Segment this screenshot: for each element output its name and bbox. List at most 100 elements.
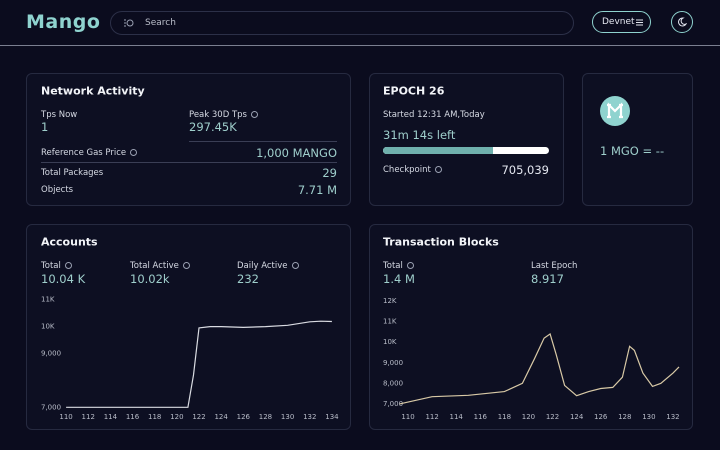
card-title: Transaction Blocks <box>383 235 499 249</box>
card-title: EPOCH 26 <box>383 84 445 98</box>
transactions-chart: 7,000 8,000 9,000 10K 11K 12K 110 112 114 116 118 1… <box>383 297 680 421</box>
info-icon[interactable] <box>434 166 442 173</box>
x-tick-label: 134 <box>325 413 339 421</box>
stat-label: Total Active <box>130 261 190 271</box>
stat-label: Total <box>383 261 414 271</box>
stat-label: Checkpoint <box>383 165 442 175</box>
progress-fill <box>383 147 493 154</box>
x-tick-label: 126 <box>237 413 251 421</box>
x-tick-label: 118 <box>148 413 161 421</box>
token-logo <box>600 96 630 126</box>
stat-label: Reference Gas Price <box>41 148 138 158</box>
y-tick-label: 10K <box>41 323 55 331</box>
accounts-card <box>26 224 351 430</box>
divider <box>41 162 337 163</box>
token-price: 1 MGO = -- <box>600 144 665 158</box>
stat-value: 7.71 M <box>297 183 337 197</box>
stat-label: Total <box>41 261 72 271</box>
epoch-start: Started 12:31 AM,Today <box>383 110 485 120</box>
y-tick-label: 9,000 <box>41 350 61 358</box>
x-tick-label: 126 <box>594 413 608 421</box>
stat-value: 705,039 <box>501 163 549 177</box>
theme-toggle[interactable] <box>671 11 693 33</box>
info-icon[interactable] <box>182 262 190 269</box>
info-icon[interactable] <box>130 149 138 156</box>
x-tick-label: 132 <box>303 413 316 421</box>
label-text: Daily Active <box>237 261 288 271</box>
epoch-time-left: 31m 14s left <box>383 128 456 142</box>
stat-label: Total Packages <box>41 168 104 178</box>
label-text: Reference Gas Price <box>41 148 127 158</box>
card-title: Network Activity <box>41 84 145 98</box>
menu-icon <box>636 19 643 26</box>
divider <box>189 141 337 142</box>
search-icon <box>124 19 134 27</box>
network-activity-card <box>26 73 351 206</box>
accounts-chart: 7,000 9,000 10K 11K 110 112 114 116 118 120 122 124… <box>41 296 339 421</box>
y-tick-label: 8,000 <box>383 379 403 387</box>
x-tick-label: 128 <box>618 413 631 421</box>
y-tick-label: 10K <box>383 338 397 346</box>
label-text: Total <box>383 261 403 271</box>
info-icon[interactable] <box>291 262 299 269</box>
label-text: Checkpoint <box>383 165 431 175</box>
y-tick-label: 7,000 <box>383 400 403 408</box>
x-tick-label: 118 <box>498 413 511 421</box>
x-tick-label: 130 <box>281 413 294 421</box>
info-icon[interactable] <box>406 262 414 269</box>
x-tick-label: 122 <box>192 413 205 421</box>
stat-value: 10.04 K <box>41 272 86 286</box>
y-tick-label: 9,000 <box>383 359 403 367</box>
x-tick-label: 112 <box>82 413 95 421</box>
label-text: Total Active <box>130 261 179 271</box>
info-icon[interactable] <box>250 111 258 118</box>
network-label: Devnet <box>602 17 635 27</box>
logo[interactable]: Mango <box>26 11 101 33</box>
transactions-card <box>369 224 693 430</box>
x-tick-label: 110 <box>59 413 72 421</box>
label-text: Total <box>41 261 61 271</box>
info-icon[interactable] <box>64 262 72 269</box>
x-tick-label: 128 <box>259 413 272 421</box>
x-tick-label: 130 <box>642 413 655 421</box>
x-tick-label: 120 <box>522 413 535 421</box>
stat-label: Peak 30D Tps <box>189 110 258 120</box>
y-tick-label: 11K <box>41 296 55 304</box>
search-box[interactable]: Search <box>110 11 574 35</box>
stat-value: 8.917 <box>531 272 564 286</box>
x-tick-label: 114 <box>104 413 118 421</box>
stat-label: Tps Now <box>41 110 78 120</box>
data-line <box>399 333 680 405</box>
epoch-card <box>369 73 564 206</box>
x-tick-label: 116 <box>126 413 140 421</box>
progress-track <box>383 147 549 154</box>
y-tick-label: 12K <box>383 297 397 305</box>
label-text: Peak 30D Tps <box>189 110 247 120</box>
x-tick-label: 122 <box>546 413 559 421</box>
x-tick-label: 124 <box>570 413 584 421</box>
network-button[interactable]: Devnet <box>592 11 651 33</box>
x-tick-label: 132 <box>666 413 679 421</box>
x-tick-label: 116 <box>474 413 488 421</box>
y-tick-label: 7,000 <box>41 403 61 411</box>
header-divider <box>0 45 720 46</box>
stat-value: 297.45K <box>189 120 237 134</box>
x-tick-label: 112 <box>425 413 438 421</box>
stat-label: Last Epoch <box>531 261 578 271</box>
x-tick-label: 124 <box>214 413 228 421</box>
stat-value: 232 <box>237 272 259 286</box>
card-title: Accounts <box>41 235 98 249</box>
stat-value: 29 <box>322 166 337 180</box>
stat-value: 10.02k <box>130 272 170 286</box>
stat-label: Daily Active <box>237 261 299 271</box>
stat-value: 1 <box>41 120 49 134</box>
x-tick-label: 114 <box>450 413 464 421</box>
stat-value: 1.4 M <box>383 272 415 286</box>
stat-value: 1,000 MANGO <box>256 146 337 160</box>
x-tick-label: 120 <box>170 413 183 421</box>
data-line <box>66 320 332 408</box>
y-tick-label: 11K <box>383 318 397 326</box>
x-tick-label: 110 <box>401 413 414 421</box>
moon-icon <box>678 17 687 27</box>
